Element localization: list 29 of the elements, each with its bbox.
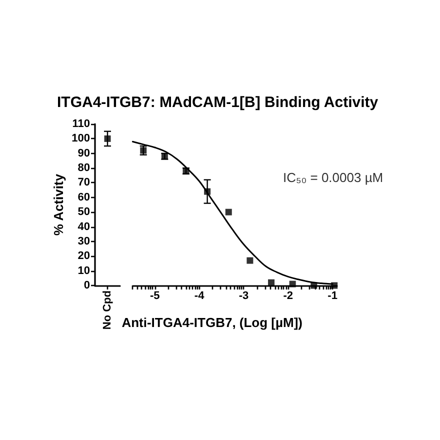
annotation: IC₅₀ = 0.0003 µM	[283, 170, 384, 185]
x-axis-title: Anti-ITGA4-ITGB7, (Log [µM])	[122, 315, 302, 330]
point	[310, 282, 318, 289]
x-tick-label: -4	[194, 290, 206, 302]
x-tick-label: -5	[150, 290, 160, 302]
y-tick-label: 30	[78, 235, 90, 248]
x-tick-label: -1	[328, 290, 338, 302]
y-axis-title: % Activity	[51, 173, 66, 236]
point	[268, 279, 275, 286]
point	[204, 188, 211, 195]
y-tick-label: 0	[84, 280, 90, 292]
point	[289, 280, 296, 288]
point	[225, 208, 232, 216]
x-tick-label: No Cpd	[102, 290, 114, 330]
y-tick-label: 40	[78, 220, 90, 233]
point	[246, 257, 254, 264]
y-tick-label: 90	[78, 147, 90, 160]
point	[140, 147, 147, 154]
x-tick-label: -3	[238, 290, 249, 302]
y-tick-label: 100	[72, 132, 90, 145]
y-tick-label: 50	[78, 206, 90, 218]
y-tick-label: 110	[72, 118, 90, 130]
y-tick-label: 70	[78, 176, 90, 189]
y-tick-label: 20	[78, 250, 90, 262]
y-tick-label: 60	[78, 191, 90, 204]
y-tick-label: 10	[78, 264, 90, 277]
y-tick-label: 80	[78, 162, 90, 174]
text: ITGA4-ITGB7: MAdCAM-1[B] Binding Activity	[57, 94, 379, 111]
x-tick-label: -2	[283, 290, 294, 302]
